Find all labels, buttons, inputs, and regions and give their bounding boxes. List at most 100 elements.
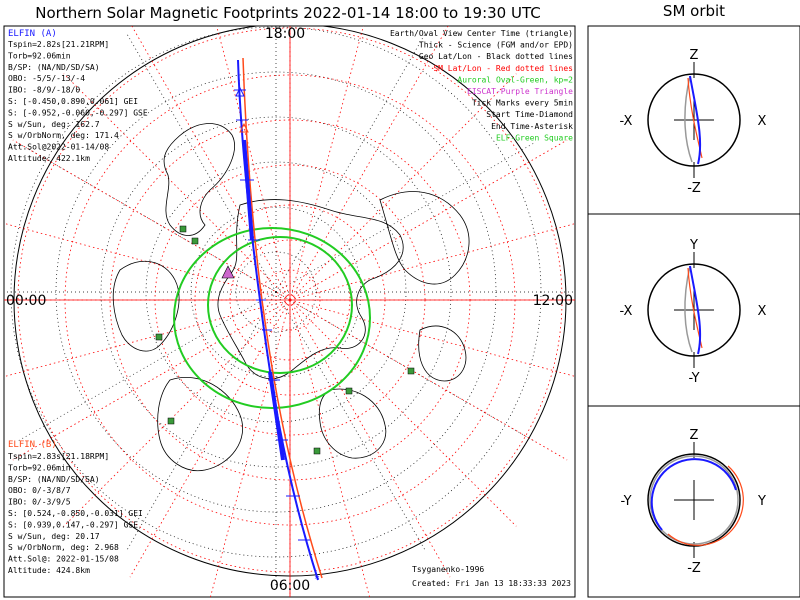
canada-outline	[112, 261, 180, 352]
elfin-a-info-block: ELFIN (A) Tspin=2.82s[21.21RPM] Torb=92.0…	[8, 29, 148, 163]
auroral-oval-inner	[207, 236, 353, 374]
auroral-oval-outer	[173, 227, 371, 409]
eiscat-triangle	[221, 265, 235, 279]
elfin-b-info-line: Att.Sol@: 2022-01-15/08	[8, 555, 119, 564]
elfin-a-info-line: IBO: -8/9/-18/0	[8, 86, 80, 95]
elf-square	[345, 387, 353, 395]
sm-lon-line	[289, 299, 568, 461]
figure-title: Northern Solar Magnetic Footprints 2022-…	[35, 4, 540, 22]
orbit-label-right: X	[758, 114, 767, 129]
greenland-outline	[163, 123, 235, 236]
legend-entry: Start Time-Diamond	[486, 110, 573, 119]
elfin-b-info-line: Torb=92.06min	[8, 463, 71, 472]
elfin-b-name: ELFIN (B)	[8, 440, 57, 450]
orbit-label-bottom: -Z	[687, 561, 701, 576]
sm-lon-line	[289, 139, 568, 301]
sm-lon-line	[216, 26, 291, 301]
footer-created: Created: Fri Jan 13 18:33:33 2023	[412, 579, 571, 588]
elfin-a-tick-marks	[234, 89, 310, 541]
orbit-label-left: -X	[620, 114, 633, 129]
elfin-b-info-line: S w/Sun, deg: 20.17	[8, 532, 100, 541]
clock-label-left: 00:00	[6, 293, 46, 309]
orbit-label-bottom: -Y	[688, 371, 699, 386]
sm-orbit-panels: Z -Z -X X Y -Y -X X Z -Z -Y Y	[620, 48, 767, 576]
sm-lon-line	[63, 299, 291, 527]
orbit-label-right: X	[758, 304, 767, 319]
sm-lon-line	[289, 26, 449, 301]
elfin-b-info-line: Altitude: 424.8km	[8, 566, 90, 575]
legend-entry: Auroral Oval-Green, kp=2	[457, 75, 573, 84]
elf-square	[155, 333, 163, 341]
asia-coast-outline	[418, 325, 467, 382]
elfin-a-name: ELFIN (A)	[8, 29, 57, 39]
sm-lon-line	[131, 26, 291, 301]
orbit-label-top: Y	[689, 238, 698, 253]
elfin-a-info-line: B/SP: (NA/ND/SD/SA)	[8, 63, 100, 72]
orbit-path-elfin-a	[650, 458, 737, 531]
elfin-b-info-line: Tspin=2.83s[21.18RPM]	[8, 452, 109, 461]
elfin-b-info-block: ELFIN (B) Tspin=2.83s[21.18RPM] Torb=92.0…	[8, 440, 143, 575]
elf-stations	[155, 225, 415, 455]
arctic-landmass-outline	[217, 199, 404, 380]
sm-lon-line	[289, 299, 370, 597]
elfin-a-info-line: S: [-0.450,0.890,0.061] GEI	[8, 97, 138, 106]
orbit-label-left: -Y	[620, 494, 631, 509]
sm-lon-line	[4, 299, 291, 378]
geo-latlon-grid	[4, 26, 575, 592]
sm-lon-line	[289, 26, 364, 301]
orbit-path-gray	[684, 265, 693, 353]
elfin-b-info-line: S: [0.939,0.147,-0.297] GSE	[8, 520, 138, 529]
orbit-label-bottom: -Z	[687, 181, 701, 196]
geo-lat-circle	[100, 116, 452, 468]
elfin-a-science-segment-2	[268, 371, 285, 461]
clock-label-bottom: 06:00	[270, 578, 310, 594]
orbit-label-left: -X	[620, 304, 633, 319]
legend-entry: SM Lat/Lon - Red dotted lines	[433, 64, 573, 73]
elfin-b-info-line: S w/OrbNorm, deg: 2.968	[8, 543, 119, 552]
clock-label-right: 12:00	[533, 293, 573, 309]
elfin-b-info-line: IBO: 0/-3/9/5	[8, 498, 71, 507]
elfin-a-info-line: S: [-0.952,-0.060,-0.297] GSE	[8, 108, 148, 117]
elf-square	[179, 225, 187, 233]
elfin-a-info-line: S w/Sun, deg: 162.7	[8, 120, 100, 129]
sm-lon-line	[12, 139, 291, 301]
elf-square	[167, 417, 175, 425]
sm-latlon-grid	[4, 26, 575, 597]
legend-entry: ELF-Green Square	[496, 133, 573, 142]
map-frame	[3, 25, 576, 598]
legend-entry: EISCAT-Purple Triangle	[467, 87, 573, 96]
legend-entry: End Time-Asterisk	[491, 122, 573, 131]
siberia-outline	[379, 191, 470, 285]
orbit-label-right: Y	[757, 494, 766, 509]
sm-lon-line	[289, 299, 575, 377]
clock-label-top: 18:00	[265, 26, 305, 42]
elfin-a-end-asterisk: *	[314, 574, 320, 585]
sm-lon-line	[289, 223, 575, 301]
sm-lon-line	[289, 73, 517, 301]
footer-model: Tsyganenko-1996	[412, 565, 484, 574]
elf-square	[313, 447, 321, 455]
orbit-path-gray	[684, 75, 693, 163]
orbit-path-elfin-a	[689, 265, 702, 355]
elfin-a-view-center-triangle	[235, 86, 245, 97]
elfin-b-info-line: OBO: 0/-3/8/7	[8, 486, 71, 495]
orbit-label-top: Z	[690, 428, 699, 443]
orbit-panels-frame	[587, 25, 800, 598]
elfin-a-info-line: Att.Sol@2022-01-14/08	[8, 143, 109, 152]
orbit-path-gray	[649, 455, 739, 545]
elfin-a-info-line: Tspin=2.82s[21.21RPM]	[8, 40, 109, 49]
sm-lon-line	[210, 299, 291, 597]
elf-square	[191, 237, 199, 245]
europe-outline	[318, 388, 387, 459]
sm-lon-line	[129, 299, 291, 578]
north-america-outline	[157, 377, 243, 472]
map-legend: Earth/Oval View Center Time (triangle) Th…	[390, 29, 573, 142]
elfin-b-info-line: S: [0.524,-0.850,-0.031] GEI	[8, 509, 143, 518]
orbit-label-top: Z	[690, 48, 699, 63]
elfin-a-info-line: Torb=92.06min	[8, 51, 71, 60]
legend-entry: Thick - Science (FGM and/or EPD)	[419, 41, 573, 50]
polar-map: *	[4, 26, 575, 597]
legend-entry: Geo Lat/Lon - Black dotted lines	[419, 52, 573, 61]
orbit-path-elfin-b	[667, 465, 744, 546]
